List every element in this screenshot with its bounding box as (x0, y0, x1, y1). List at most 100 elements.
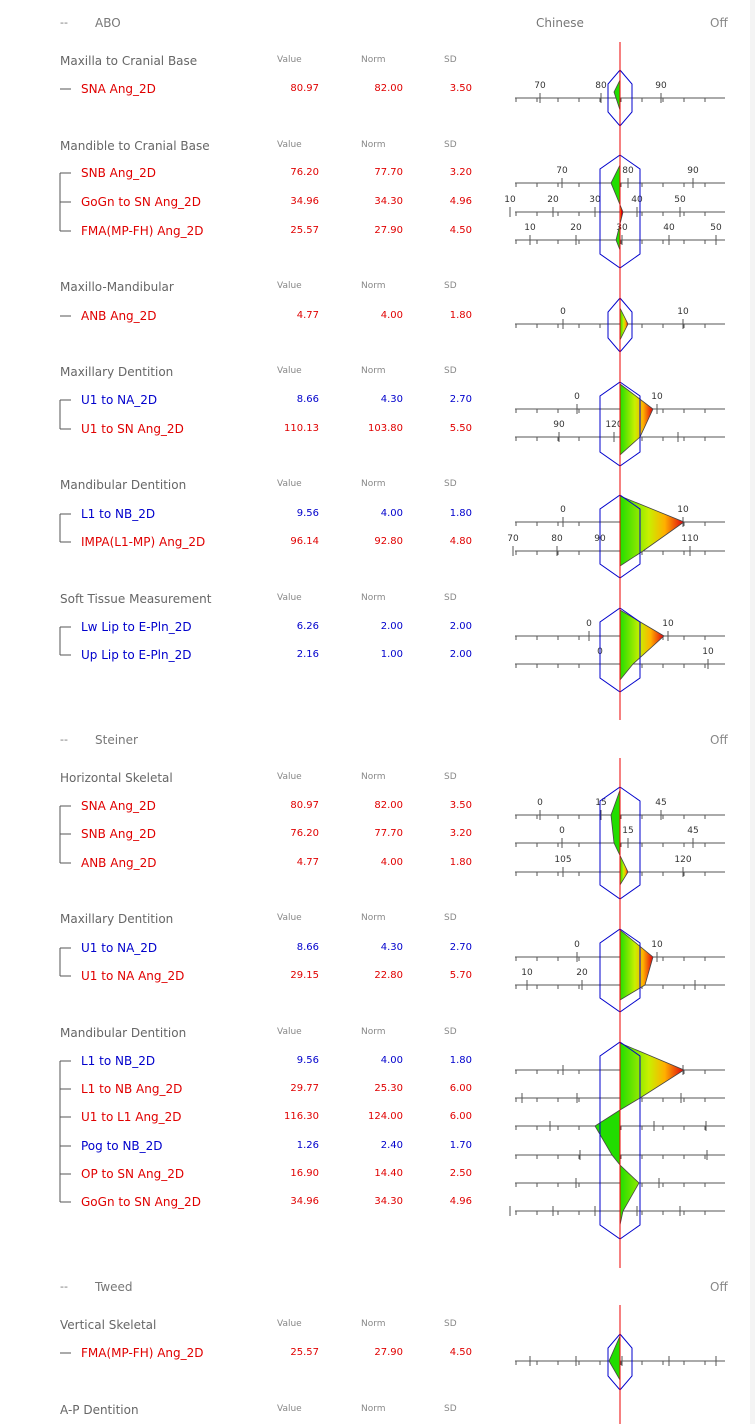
scale-tick-label: 0 (560, 307, 566, 317)
deviation-polygon (613, 79, 621, 111)
measurement-label[interactable]: U1 to SN Ang_2D (81, 422, 184, 436)
measurement-label[interactable]: ANB Ang_2D (81, 856, 157, 870)
section-title-tweed[interactable]: Tweed (95, 1280, 133, 1294)
measurement-value: 80.97 (290, 83, 319, 94)
measurement-value: 2.16 (296, 649, 319, 660)
measurement-label[interactable]: GoGn to SN Ang_2D (81, 1195, 201, 1209)
measurement-value: 9.56 (296, 1055, 319, 1066)
measurement-label[interactable]: SNA Ang_2D (81, 82, 156, 96)
group-title: Mandibular Dentition (60, 478, 187, 492)
measurement-value: 6.26 (296, 621, 319, 632)
measurement-label[interactable]: ANB Ang_2D (81, 309, 157, 323)
right-scrollbar[interactable] (750, 0, 755, 1424)
scale-tick-label: 10 (677, 505, 689, 515)
deviation-polygon (608, 1335, 621, 1382)
column-header-norm: Norm (361, 1027, 386, 1037)
column-header-value: Value (277, 593, 302, 603)
measurement-label[interactable]: SNB Ang_2D (81, 827, 156, 841)
scale-tick-label: 70 (534, 81, 546, 91)
column-header-norm: Norm (361, 366, 386, 376)
measurement-label[interactable]: L1 to NB_2D (81, 1054, 156, 1068)
group-title: Horizontal Skeletal (60, 771, 173, 785)
column-header-value: Value (277, 913, 302, 923)
measurement-norm: 27.90 (374, 1347, 403, 1358)
measurement-norm: 4.00 (380, 857, 403, 868)
scale-tick-label: 45 (687, 826, 698, 836)
measurement-label[interactable]: Up Lip to E-Pln_2D (81, 648, 192, 662)
measurement-value: 76.20 (290, 828, 319, 839)
measurement-label[interactable]: U1 to NA Ang_2D (81, 969, 185, 983)
measurement-sd: 6.00 (449, 1111, 472, 1122)
scale-tick-label: 80 (622, 166, 634, 176)
scale-tick-label: 0 (560, 505, 566, 515)
scale-tick-label: 10 (702, 647, 714, 657)
section-title-steiner[interactable]: Steiner (95, 733, 138, 747)
section-state-toggle[interactable]: Off (710, 1280, 728, 1294)
measurement-norm: 14.40 (374, 1168, 403, 1179)
section-state-toggle[interactable]: Off (710, 16, 728, 30)
column-header-norm: Norm (361, 479, 386, 489)
column-header-norm: Norm (361, 1319, 386, 1329)
measurement-sd: 6.00 (449, 1083, 472, 1094)
scale-tick-label: 105 (554, 855, 571, 865)
section-state-toggle[interactable]: Off (710, 733, 728, 747)
measurement-norm: 4.30 (380, 942, 403, 953)
scale-tick-label: 40 (631, 195, 643, 205)
column-header-sd: SD (444, 1027, 457, 1037)
scale-tick-label: 40 (663, 223, 675, 233)
measurement-label[interactable]: L1 to NB Ang_2D (81, 1082, 183, 1096)
measurement-norm: 4.00 (380, 1055, 403, 1066)
measurement-label[interactable]: SNB Ang_2D (81, 166, 156, 180)
scale-tick-label: 0 (574, 940, 580, 950)
measurement-norm: 34.30 (374, 1196, 403, 1207)
deviation-polygon (619, 307, 629, 341)
measurement-label[interactable]: IMPA(L1-MP) Ang_2D (81, 535, 206, 549)
measurement-label[interactable]: SNA Ang_2D (81, 799, 156, 813)
measurement-label[interactable]: U1 to L1 Ang_2D (81, 1110, 182, 1124)
scale-tick-label: 80 (551, 534, 563, 544)
scale-tick-label: 120 (605, 420, 622, 430)
measurement-value: 9.56 (296, 508, 319, 519)
section-title-abo[interactable]: ABO (95, 16, 121, 30)
measurement-value: 8.66 (296, 394, 319, 405)
measurement-value: 25.57 (290, 225, 319, 236)
scale-tick-label: 90 (687, 166, 699, 176)
scale-tick-label: 0 (537, 798, 543, 808)
column-header-norm: Norm (361, 55, 386, 65)
measurement-sd: 5.50 (449, 423, 472, 434)
section-collapse-toggle[interactable]: -- (60, 16, 68, 29)
measurement-label[interactable]: U1 to NA_2D (81, 941, 158, 955)
measurement-norm: 25.30 (374, 1083, 403, 1094)
measurement-label[interactable]: Pog to NB_2D (81, 1139, 163, 1153)
scale-tick-label: 20 (547, 195, 559, 205)
scale-tick-label: 30 (589, 195, 601, 205)
measurement-sd: 3.50 (449, 800, 472, 811)
measurement-sd: 1.80 (449, 857, 472, 868)
measurement-norm: 103.80 (368, 423, 403, 434)
group-title: Vertical Skeletal (60, 1318, 157, 1332)
measurement-label[interactable]: L1 to NB_2D (81, 507, 156, 521)
measurement-label[interactable]: GoGn to SN Ang_2D (81, 195, 201, 209)
section-collapse-toggle[interactable]: -- (60, 1280, 68, 1293)
group-title: Mandibular Dentition (60, 1026, 187, 1040)
measurement-label[interactable]: U1 to NA_2D (81, 393, 158, 407)
column-header-value: Value (277, 1027, 302, 1037)
deviation-polygon (610, 164, 624, 251)
scale-tick-label: 10 (651, 940, 663, 950)
group-title: Maxilla to Cranial Base (60, 54, 198, 68)
measurement-norm: 34.30 (374, 196, 403, 207)
group-title: Maxillary Dentition (60, 365, 174, 379)
measurement-value: 76.20 (290, 167, 319, 178)
measurement-label[interactable]: Lw Lip to E-Pln_2D (81, 620, 192, 634)
column-header-value: Value (277, 479, 302, 489)
measurement-label[interactable]: FMA(MP-FH) Ang_2D (81, 1346, 204, 1360)
column-header-value: Value (277, 366, 302, 376)
measurement-label[interactable]: OP to SN Ang_2D (81, 1167, 185, 1181)
measurement-label[interactable]: FMA(MP-FH) Ang_2D (81, 224, 204, 238)
measurement-norm: 82.00 (374, 83, 403, 94)
column-header-sd: SD (444, 366, 457, 376)
section-collapse-toggle[interactable]: -- (60, 733, 68, 746)
measurement-value: 96.14 (290, 536, 319, 547)
scale-tick-label: 10 (504, 195, 516, 205)
group-title: Maxillary Dentition (60, 912, 174, 926)
